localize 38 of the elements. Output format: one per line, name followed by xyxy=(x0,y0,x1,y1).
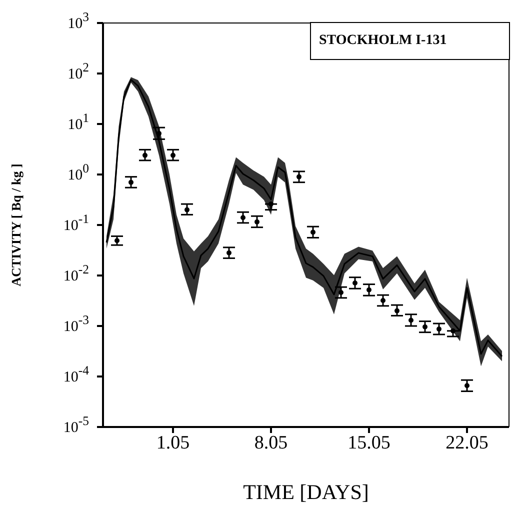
point xyxy=(170,152,176,158)
y-tick-label: 10$^{1}$ xyxy=(68,111,89,133)
point xyxy=(338,290,344,296)
point xyxy=(352,280,358,286)
point xyxy=(450,328,456,334)
point xyxy=(268,202,274,207)
point xyxy=(436,326,442,332)
x-tick-label: 1.05 xyxy=(156,432,190,454)
y-tick-label: 10$^{3}$ xyxy=(68,10,89,32)
point xyxy=(464,383,470,388)
y-tick-label: 10$^{2}$ xyxy=(68,60,89,82)
x-tick-label: 8.05 xyxy=(254,432,288,454)
y-axis-title: ACTIVITY [ Bq / kg ] xyxy=(8,164,24,286)
point xyxy=(226,250,232,256)
y-tick-label: 10$^{-5}$ xyxy=(63,414,89,436)
point xyxy=(142,152,148,158)
point xyxy=(380,298,386,303)
point xyxy=(184,207,190,212)
point xyxy=(366,287,372,292)
y-tick-label: 10$^{0}$ xyxy=(68,162,89,184)
y-tick-label: 10$^{-2}$ xyxy=(63,262,89,284)
annotation: STOCKHOLM I-131 xyxy=(319,33,447,49)
point xyxy=(310,230,316,235)
y-tick-label: 10$^{-1}$ xyxy=(63,212,89,234)
note-box: STOCKHOLM I-131 xyxy=(310,22,510,60)
point xyxy=(240,215,246,220)
y-tick-label: 10$^{-4}$ xyxy=(63,364,90,386)
x-tick-label: 15.05 xyxy=(348,432,390,454)
point xyxy=(254,219,260,224)
point xyxy=(422,324,428,330)
point xyxy=(408,318,414,323)
point xyxy=(394,308,400,314)
point xyxy=(156,130,162,136)
x-tick-label: 22.05 xyxy=(446,432,488,454)
point xyxy=(296,174,302,180)
x-axis-title: TIME [DAYS] xyxy=(243,480,369,504)
y-tick-label: 10$^{-3}$ xyxy=(63,313,89,335)
point xyxy=(128,180,134,185)
